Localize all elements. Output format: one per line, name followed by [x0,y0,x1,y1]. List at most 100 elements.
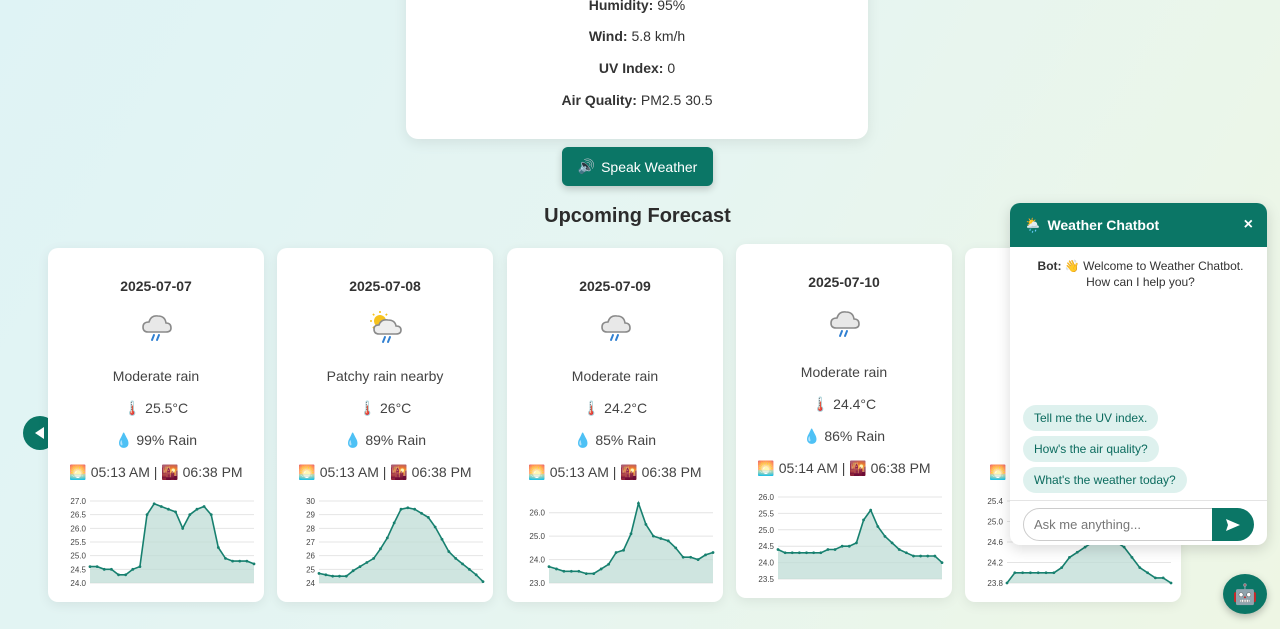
data-point [904,551,908,555]
air-quality-label: Air Quality: [561,92,637,108]
data-point [138,565,142,568]
y-tick-label: 24.0 [529,556,545,565]
forecast-sun-row: 🌅 05:13 AM | 🌇 06:38 PM [507,464,723,481]
speak-weather-button[interactable]: 🔊 Speak Weather [562,147,713,186]
data-point [614,551,618,554]
y-tick-label: 26.5 [70,511,86,520]
series-area [1007,542,1171,583]
forecast-condition: Moderate rain [112,368,200,384]
data-point [805,551,808,555]
data-point [869,508,873,512]
forecast-title: Upcoming Forecast [544,205,731,227]
data-point [855,541,858,545]
chatbot-panel: 🌦️ Weather Chatbot × Bot: 👋 Welcome to W… [1010,203,1267,545]
data-point [1021,571,1025,575]
data-point [919,554,923,558]
y-tick-label: 26.0 [70,524,86,533]
data-point [159,505,163,508]
series-area [549,503,713,583]
data-point [644,523,648,526]
data-point [555,567,558,571]
y-tick-label: 26 [306,552,315,561]
data-point [704,553,707,557]
data-point [1169,581,1173,585]
forecast-rain: 89% Rain [365,432,427,448]
forecast-temp: 24.4°C [833,396,877,412]
y-tick-label: 30 [306,497,315,506]
data-point [88,565,92,568]
sunrise-icon: 🌅 [989,464,1007,480]
data-point [1029,571,1032,575]
chat-input[interactable] [1023,508,1213,541]
data-point [481,580,485,584]
data-point [420,511,423,515]
y-tick-label: 25.0 [70,552,86,561]
uv-index-value: 0 [667,60,676,76]
data-point [338,574,341,578]
forecast-card: 2025-07-10 Moderate rain 🌡️ 24.4°C 💧 86%… [736,244,952,598]
data-point [711,551,715,554]
data-point [681,555,685,559]
data-point [826,548,830,551]
data-point [876,525,880,528]
data-point [1083,545,1087,549]
data-point [167,507,170,511]
humidity-label: Humidity: [588,0,654,13]
rain-cloud-icon [142,315,172,341]
forecast-sunset: 06:38 PM [641,464,702,480]
data-point [607,562,611,566]
speak-weather-label: Speak Weather [601,158,698,175]
chatbot-toggle-button[interactable]: 🤖 [1223,574,1267,614]
data-point [95,565,99,568]
quick-reply-uv[interactable]: Tell me the UV index. [1023,405,1159,431]
y-tick-label: 25.4 [987,497,1003,506]
forecast-temp: 25.5°C [145,400,189,416]
y-tick-label: 26.0 [758,493,774,502]
send-icon [1226,518,1240,531]
data-point [696,558,700,561]
close-icon[interactable]: × [1243,216,1253,233]
data-point [102,567,106,571]
forecast-rain-row: 💧 85% Rain [507,432,723,449]
forecast-temp: 26°C [380,400,412,416]
y-tick-label: 29 [306,511,315,520]
forecast-condition: Patchy rain nearby [326,368,444,384]
data-point [109,567,113,571]
forecast-rain: 85% Rain [595,432,657,448]
quick-reply-weather-today[interactable]: What's the weather today? [1023,467,1187,493]
y-tick-label: 27.0 [70,497,86,506]
chatbot-title: Weather Chatbot [1047,217,1160,233]
forecast-rain: 86% Rain [824,428,886,444]
data-point [629,532,633,536]
data-point [406,506,410,510]
data-point [181,526,185,530]
thermometer-icon: 🌡️ [811,396,830,412]
forecast-sunset: 06:38 PM [870,460,931,476]
forecast-card: 2025-07-09 Moderate rain 🌡️ 24.2°C 💧 85%… [507,248,723,602]
forecast-date: 2025-07-10 [808,274,880,290]
data-point [926,554,930,558]
rain-cloud-icon [601,315,631,341]
sunrise-icon: 🌅 [757,460,775,476]
droplet-icon: 💧 [573,432,592,448]
forecast-temp-row: 🌡️ 24.4°C [736,396,952,413]
data-point [1153,576,1157,580]
data-point [797,551,801,555]
data-point [461,562,464,566]
data-point [245,559,249,563]
data-point [776,548,780,551]
forecast-sunrise: 05:14 AM [778,460,838,476]
send-button[interactable] [1212,508,1254,541]
droplet-icon: 💧 [343,432,362,448]
forecast-sunrise: 05:13 AM [319,464,379,480]
data-point [1013,571,1017,575]
y-tick-label: 24.0 [758,559,774,568]
sunset-icon: 🌇 [161,464,179,480]
chat-input-row [1010,500,1267,545]
data-point [399,507,403,511]
hourly-temp-chart: 30 29 28 27 26 25 24 [306,497,485,588]
data-point [883,534,887,538]
y-tick-label: 28 [306,524,315,533]
uv-index-row: UV Index: 0 [406,60,868,76]
quick-reply-air-quality[interactable]: How's the air quality? [1023,436,1159,462]
